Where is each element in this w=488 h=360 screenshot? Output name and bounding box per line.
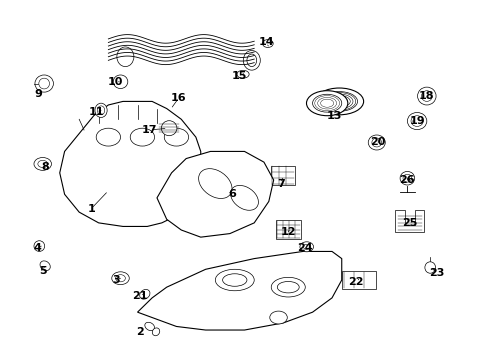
Ellipse shape [407,112,426,130]
Circle shape [96,128,120,146]
Ellipse shape [320,99,333,107]
Ellipse shape [246,54,256,67]
Ellipse shape [330,97,347,106]
Text: 6: 6 [228,189,236,199]
Circle shape [164,128,188,146]
Circle shape [303,244,309,249]
Bar [276,220,301,239]
Ellipse shape [161,121,177,136]
Polygon shape [137,251,341,330]
Text: 8: 8 [41,162,49,172]
Text: 20: 20 [370,138,385,148]
Text: 4: 4 [34,243,41,253]
Ellipse shape [117,47,134,67]
Circle shape [299,242,313,252]
Text: 21: 21 [132,291,147,301]
Ellipse shape [325,94,352,109]
Text: 2: 2 [136,327,143,337]
Polygon shape [157,152,273,237]
Ellipse shape [367,135,385,150]
Ellipse shape [317,98,336,109]
Ellipse shape [314,96,339,111]
Polygon shape [394,210,424,232]
Text: 16: 16 [171,93,186,103]
Ellipse shape [95,103,107,117]
Bar [271,166,294,185]
Ellipse shape [421,91,431,102]
Ellipse shape [312,94,341,112]
Ellipse shape [97,106,104,115]
Circle shape [34,157,51,170]
Ellipse shape [277,282,299,293]
Ellipse shape [198,168,232,198]
Text: 24: 24 [297,243,312,253]
Bar [225,179,246,194]
Ellipse shape [271,277,305,297]
Text: 12: 12 [280,227,295,237]
Ellipse shape [410,116,422,126]
Ellipse shape [237,70,248,78]
Ellipse shape [140,289,150,299]
Circle shape [116,275,125,282]
Ellipse shape [262,40,273,48]
Ellipse shape [417,87,435,105]
Text: 1: 1 [87,203,95,213]
Ellipse shape [222,274,246,286]
Text: 11: 11 [88,107,104,117]
Bar [222,176,249,196]
Text: 19: 19 [408,116,424,126]
Text: 23: 23 [428,268,443,278]
Circle shape [130,128,154,146]
Ellipse shape [321,91,357,111]
Ellipse shape [328,95,349,107]
Polygon shape [341,271,375,289]
Circle shape [269,311,287,324]
Circle shape [112,272,129,285]
Ellipse shape [113,75,127,89]
Text: 17: 17 [142,125,157,135]
Text: 13: 13 [326,111,342,121]
Polygon shape [60,102,201,226]
Ellipse shape [39,78,49,89]
Text: 14: 14 [258,37,274,48]
Ellipse shape [399,171,414,185]
Ellipse shape [314,88,363,115]
Text: 25: 25 [401,218,417,228]
Ellipse shape [152,328,160,336]
Text: 10: 10 [108,77,123,87]
Ellipse shape [40,261,50,271]
Text: 9: 9 [34,89,41,99]
Ellipse shape [215,269,254,291]
Ellipse shape [35,75,53,92]
Text: 15: 15 [231,71,247,81]
Ellipse shape [34,241,44,251]
Ellipse shape [402,174,411,182]
Ellipse shape [306,91,347,116]
Text: 5: 5 [39,266,46,276]
Text: 26: 26 [399,175,414,185]
Ellipse shape [144,322,154,330]
Ellipse shape [230,185,258,210]
Text: 18: 18 [418,91,434,101]
Circle shape [38,160,47,167]
Text: 7: 7 [277,179,284,189]
Text: 3: 3 [112,275,119,285]
Ellipse shape [243,50,260,70]
Text: 22: 22 [348,277,364,287]
Ellipse shape [371,138,381,147]
Ellipse shape [322,93,355,110]
Ellipse shape [424,262,435,273]
